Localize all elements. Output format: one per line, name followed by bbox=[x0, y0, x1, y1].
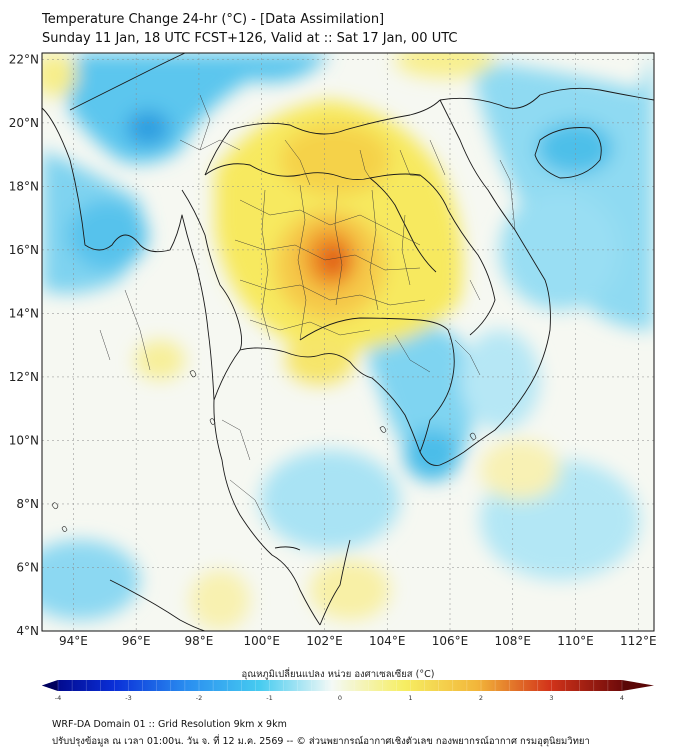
lon-tick-label: 108°E bbox=[495, 634, 532, 648]
chart-title: Temperature Change 24-hr (°C) - [Data As… bbox=[42, 12, 385, 27]
warm-zone-east-sea bbox=[480, 440, 560, 500]
lat-tick-label: 16°N bbox=[9, 243, 39, 257]
colorbar-tick-label: -3 bbox=[125, 694, 131, 700]
colorbar-tick-label: -1 bbox=[266, 694, 272, 700]
lon-tick-label: 100°E bbox=[243, 634, 280, 648]
warm-zone-gulf-north bbox=[285, 335, 355, 385]
colorbar-tick-label: 0 bbox=[338, 694, 342, 700]
colorbar-tick-label: 3 bbox=[549, 694, 553, 700]
lat-tick-label: 10°N bbox=[9, 433, 39, 447]
colorbar: -4 -3 -2 -1 0 1 2 3 4 bbox=[42, 680, 654, 700]
coastline-gulf-of-tonkin bbox=[439, 87, 654, 109]
colorbar-max-extension bbox=[622, 680, 654, 691]
lon-tick-label: 104°E bbox=[369, 634, 406, 648]
warm-zone-peak bbox=[319, 244, 347, 276]
temperature-change-map: 94°E 96°E 98°E 100°E 102°E 104°E 106°E 108°E 110… bbox=[9, 52, 657, 700]
lon-tick-label: 98°E bbox=[184, 634, 213, 648]
border-china bbox=[204, 99, 441, 176]
lat-tick-label: 6°N bbox=[16, 560, 39, 574]
warm-zone-south bbox=[310, 560, 390, 620]
coastline-sumatra bbox=[109, 579, 206, 631]
border-thailand-malaysia bbox=[274, 546, 301, 551]
cool-zone-southwest bbox=[42, 540, 140, 620]
colorbar-ticks: -4 -3 -2 -1 0 1 2 3 4 bbox=[55, 680, 624, 700]
cool-zone-mekong-delta bbox=[404, 429, 460, 481]
axis-tick-labels: 94°E 96°E 98°E 100°E 102°E 104°E 106°E 108°E 110… bbox=[9, 52, 657, 648]
footer-update-info: ปรับปรุงข้อมูล ณ เวลา 01:00น. วัน จ. ที่… bbox=[52, 736, 590, 747]
lon-tick-label: 112°E bbox=[620, 634, 657, 648]
colorbar-tick-label: 4 bbox=[620, 694, 624, 700]
warm-zone-laos bbox=[280, 125, 390, 195]
lat-tick-label: 8°N bbox=[16, 497, 39, 511]
lon-tick-label: 94°E bbox=[59, 634, 88, 648]
border-laos-vietnam bbox=[369, 173, 496, 336]
coastline-hainan bbox=[534, 127, 602, 179]
cool-zone-deep-north bbox=[126, 110, 170, 146]
lat-tick-label: 4°N bbox=[16, 624, 39, 638]
colorbar-tick-label: -4 bbox=[55, 694, 61, 700]
colorbar-body bbox=[42, 680, 622, 691]
warm-zone-north-top bbox=[395, 53, 495, 78]
cool-zone-east bbox=[500, 190, 620, 310]
warm-zone-sumatra bbox=[190, 570, 250, 630]
lat-tick-label: 22°N bbox=[9, 52, 39, 66]
colorbar-tick-label: 2 bbox=[479, 694, 483, 700]
map-frame bbox=[41, 52, 655, 632]
temperature-field bbox=[42, 53, 654, 630]
chart-subtitle: Sunday 11 Jan, 18 UTC FCST+126, Valid at… bbox=[42, 31, 458, 46]
cool-zone-south bbox=[260, 450, 400, 550]
lon-tick-label: 96°E bbox=[122, 634, 151, 648]
map-plot-area bbox=[42, 53, 654, 631]
coastline-vietnam bbox=[439, 99, 551, 453]
coastline-malay-east bbox=[319, 539, 351, 626]
border-myanmar-india bbox=[69, 53, 186, 111]
coastline-gulf-of-thailand bbox=[213, 347, 465, 466]
lon-tick-label: 110°E bbox=[557, 634, 594, 648]
border-cambodia-vietnam bbox=[419, 329, 455, 453]
lat-tick-label: 14°N bbox=[9, 306, 39, 320]
cool-zone-hainan bbox=[537, 122, 613, 174]
border-thailand-cambodia bbox=[299, 317, 449, 341]
islands bbox=[51, 370, 477, 532]
coastline-mainland-west bbox=[42, 107, 321, 626]
lat-tick-label: 18°N bbox=[9, 179, 39, 193]
warm-zone-andaman bbox=[135, 340, 185, 380]
cool-zone-east-coast bbox=[460, 330, 540, 430]
colorbar-tick-label: -2 bbox=[196, 694, 202, 700]
lon-tick-label: 106°E bbox=[432, 634, 469, 648]
lat-tick-label: 12°N bbox=[9, 370, 39, 384]
cool-zone-bay bbox=[68, 200, 148, 270]
lat-lon-gridlines bbox=[42, 53, 654, 631]
colorbar-tick-label: 1 bbox=[408, 694, 412, 700]
colorbar-min-extension bbox=[42, 680, 58, 691]
lon-tick-label: 102°E bbox=[306, 634, 343, 648]
provincial-boundaries bbox=[99, 94, 516, 531]
warm-zone-northwest bbox=[42, 53, 77, 97]
border-myanmar-thailand bbox=[181, 189, 243, 351]
lat-tick-label: 20°N bbox=[9, 116, 39, 130]
colorbar-label: อุณหภูมิเปลี่ยนแปลง หน่วย องศาเซลเซียส (… bbox=[241, 669, 435, 680]
footer-model-info: WRF-DA Domain 01 :: Grid Resolution 9km … bbox=[52, 719, 287, 730]
